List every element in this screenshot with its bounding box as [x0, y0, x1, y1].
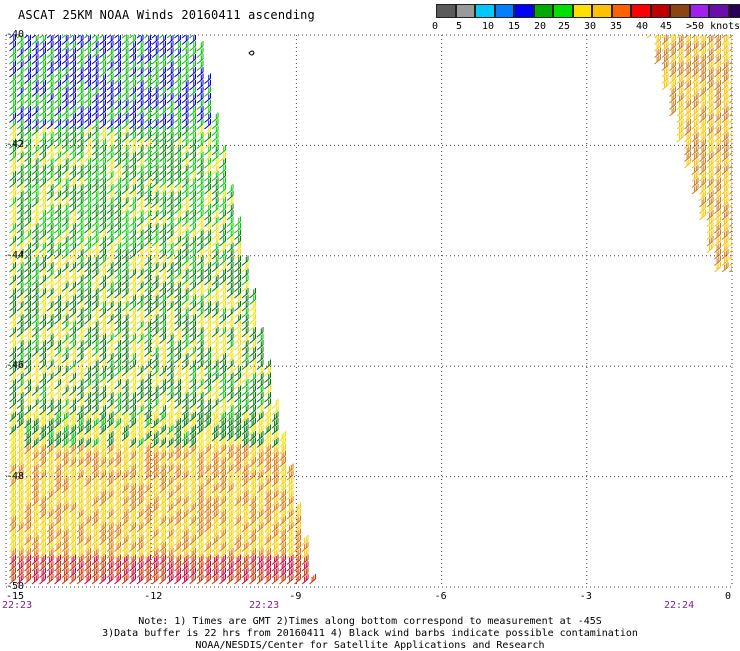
- wind-barb: [715, 28, 721, 38]
- swath-time-label: 22:24: [664, 600, 694, 611]
- wind-barb: [100, 28, 106, 38]
- wind-barb: [272, 399, 278, 409]
- wind-barb: [47, 28, 53, 38]
- wind-barb: [730, 165, 736, 175]
- wind-barb: [85, 28, 91, 38]
- wind-barb: [730, 236, 736, 246]
- wind-barb: [310, 574, 316, 584]
- x-tick-label: -12: [144, 591, 162, 602]
- y-tick-label: -46: [6, 360, 24, 371]
- wind-barb: [655, 28, 661, 38]
- wind-barb: [115, 28, 121, 38]
- wind-barb: [730, 61, 736, 71]
- wind-barb: [92, 28, 98, 38]
- wind-barb: [265, 360, 271, 370]
- wind-barb: [692, 28, 698, 38]
- wind-barb: [647, 28, 653, 38]
- wind-barb: [190, 28, 196, 38]
- wind-barb: [662, 28, 668, 38]
- wind-barbs-layer: [10, 28, 736, 584]
- wind-barb: [730, 197, 736, 207]
- wind-barb: [152, 28, 158, 38]
- wind-barb: [182, 28, 188, 38]
- wind-barb: [227, 184, 233, 194]
- swath-time-label: 22:23: [2, 600, 32, 611]
- wind-barb: [107, 28, 113, 38]
- wind-barb: [205, 74, 211, 84]
- wind-barb: [70, 28, 76, 38]
- wind-barb: [280, 431, 286, 441]
- wind-barb: [730, 249, 736, 259]
- wind-barb: [122, 28, 128, 38]
- wind-barb: [250, 288, 256, 298]
- x-tick-label: -3: [580, 591, 592, 602]
- wind-barb: [707, 28, 713, 38]
- note-line-2: 3)Data buffer is 22 hrs from 20160411 4)…: [0, 628, 740, 639]
- wind-barb: [137, 28, 143, 38]
- y-tick-label: -44: [6, 250, 24, 261]
- wind-barb: [722, 28, 728, 38]
- note-line-1: Note: 1) Times are GMT 2)Times along bot…: [0, 616, 740, 627]
- wind-barb: [685, 28, 691, 38]
- wind-barb: [175, 28, 181, 38]
- wind-barb: [130, 28, 136, 38]
- wind-barb: [670, 28, 676, 38]
- wind-barb: [730, 28, 736, 38]
- wind-barb: [242, 256, 248, 266]
- wind-barb: [730, 41, 736, 51]
- wind-barb: [730, 217, 736, 227]
- y-tick-label: -50: [6, 581, 24, 592]
- wind-barb: [700, 28, 706, 38]
- wind-barb: [212, 113, 218, 123]
- wind-barb: [40, 28, 46, 38]
- island-outline: [249, 51, 254, 55]
- x-tick-label: -9: [289, 591, 301, 602]
- wind-barb: [197, 41, 203, 51]
- wind-barb: [55, 28, 61, 38]
- wind-barb: [295, 503, 301, 513]
- wind-barb: [25, 28, 31, 38]
- wind-barb: [677, 28, 683, 38]
- wind-barb: [287, 464, 293, 474]
- wind-barb: [730, 145, 736, 155]
- wind-barb: [220, 145, 226, 155]
- wind-barb: [730, 132, 736, 142]
- wind-barb: [730, 80, 736, 90]
- wind-barb: [167, 28, 173, 38]
- wind-barb: [235, 217, 241, 227]
- x-tick-label: -6: [435, 591, 447, 602]
- y-tick-label: -40: [6, 29, 24, 40]
- wind-barb: [145, 28, 151, 38]
- x-tick-label: 0: [725, 591, 731, 602]
- credit-line: NOAA/NESDIS/Center for Satellite Applica…: [0, 640, 740, 651]
- swath-time-label: 22:23: [249, 600, 279, 611]
- wind-barb: [32, 28, 38, 38]
- wind-barb: [730, 93, 736, 103]
- y-tick-label: -42: [6, 139, 24, 150]
- wind-barb: [77, 28, 83, 38]
- wind-barb: [730, 184, 736, 194]
- wind-barb: [62, 28, 68, 38]
- wind-barb: [302, 535, 308, 545]
- wind-barb: [160, 28, 166, 38]
- wind-barb: [730, 113, 736, 123]
- wind-barb: [257, 327, 263, 337]
- y-tick-label: -48: [6, 471, 24, 482]
